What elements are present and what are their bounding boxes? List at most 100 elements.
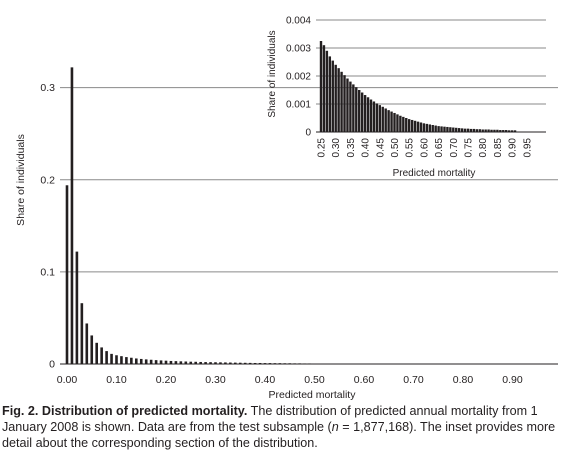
main-group: 00.10.20.30.00 0.10 0.20 0.30 0.40 0.50 0.60 0.… <box>15 67 558 400</box>
inset-bar <box>375 103 379 132</box>
inset-bar <box>390 111 393 132</box>
inset-bar <box>443 126 446 132</box>
main-x-tick-label: 0.90 <box>502 374 523 386</box>
inset-x-tick-label: 0.55 <box>405 138 416 158</box>
inset-x-tick-label: 0.25 <box>317 138 328 158</box>
main-x-tick-label: 0.50 <box>304 374 325 386</box>
main-x-tick-label: 0.80 <box>453 374 474 386</box>
inset-bar <box>484 129 487 132</box>
inset-bar <box>416 121 420 132</box>
inset-bar <box>455 127 458 132</box>
main-bar <box>189 361 193 364</box>
inset-x-tick-label: 0.30 <box>331 138 342 158</box>
inset-bar <box>502 130 505 132</box>
inset-bar <box>431 125 434 132</box>
caption-n-symbol: n <box>331 420 339 434</box>
main-bar <box>283 363 287 364</box>
inset-bar <box>384 108 387 132</box>
main-bar <box>243 362 247 364</box>
inset-x-tick-label: 0.45 <box>375 138 386 158</box>
inset-bar <box>331 60 334 132</box>
inset-bar <box>513 130 517 132</box>
main-bar <box>65 185 69 364</box>
main-x-tick-label: 0.20 <box>156 374 177 386</box>
inset-bar <box>352 84 355 132</box>
inset-x-axis-title: Predicted mortality <box>393 168 476 179</box>
main-bar <box>105 351 108 364</box>
inset-bar <box>505 130 508 132</box>
caption-text-2: = 1,877,168). The inset provides more de… <box>2 420 556 450</box>
inset-bar <box>369 99 373 132</box>
main-bar <box>234 362 237 364</box>
inset-bar <box>349 81 352 132</box>
main-bar <box>273 363 277 364</box>
main-bar <box>229 362 232 364</box>
inset-bar <box>478 129 481 132</box>
inset-bar <box>496 129 499 132</box>
inset-bar <box>434 125 437 132</box>
main-bar <box>308 363 311 364</box>
main-x-axis-title: Predicted mortality <box>269 389 357 400</box>
main-y-tick-label: 0 <box>49 359 55 371</box>
main-bar <box>149 359 153 364</box>
main-x-tick-label: 0.70 <box>403 374 424 386</box>
main-bar <box>248 362 252 364</box>
inset-bar <box>463 128 467 132</box>
main-bar <box>90 335 94 364</box>
main-bar <box>194 361 197 364</box>
main-x-tick-label: 0.10 <box>106 374 127 386</box>
inset-bar <box>360 92 364 132</box>
inset-x-tick-label: 0.85 <box>493 138 504 158</box>
inset-bar <box>319 41 323 132</box>
inset-bar <box>481 129 484 132</box>
inset-bar <box>402 116 405 132</box>
main-bar <box>110 353 113 364</box>
inset-bar <box>381 106 384 132</box>
inset-bar <box>343 75 346 132</box>
main-bar <box>135 358 138 364</box>
inset-bar <box>334 64 337 132</box>
inset-y-tick-label: 0.001 <box>286 100 311 111</box>
main-bar <box>258 362 262 364</box>
main-bar <box>303 363 306 364</box>
main-bar <box>179 361 183 364</box>
inset-bar <box>396 114 399 132</box>
inset-bar <box>410 119 414 132</box>
inset-bar <box>372 101 376 132</box>
inset-bar <box>510 130 514 132</box>
main-bar <box>263 363 267 364</box>
inset-bar <box>328 56 332 132</box>
inset-x-tick-label: 0.95 <box>522 138 533 158</box>
inset-bar <box>378 105 381 132</box>
inset-bar <box>322 45 326 133</box>
inset-bar <box>466 128 470 132</box>
inset-x-tick-label: 0.65 <box>434 138 445 158</box>
inset-y-axis-title: Share of individuals <box>267 30 278 117</box>
inset-bar <box>419 122 423 132</box>
inset-bar <box>358 90 361 132</box>
main-bar <box>184 361 188 364</box>
inset-bar <box>440 126 443 132</box>
main-bar <box>214 362 217 364</box>
main-x-tick-label: 0.60 <box>354 374 375 386</box>
main-bar <box>204 362 207 364</box>
inset-bar <box>405 118 408 132</box>
main-y-tick-label: 0.1 <box>40 266 55 278</box>
inset-bar <box>387 110 390 132</box>
inset-bar <box>337 68 340 132</box>
main-y-tick-label: 0.3 <box>40 82 55 94</box>
inset-x-tick-label: 0.90 <box>508 138 519 158</box>
main-y-axis-title: Share of individuals <box>15 134 27 226</box>
main-bar <box>238 362 242 364</box>
main-bar <box>115 355 118 364</box>
inset-bar <box>469 128 473 132</box>
inset-bar <box>422 123 426 132</box>
inset-x-tick-label: 0.60 <box>419 138 430 158</box>
inset-bar <box>493 129 496 132</box>
inset-bar <box>428 124 431 132</box>
inset-bar <box>475 129 479 132</box>
inset-y-tick-label: 0.003 <box>286 44 311 55</box>
main-x-tick-label: 0.40 <box>255 374 276 386</box>
main-y-tick-label: 0.2 <box>40 174 55 186</box>
inset-x-tick-label: 0.35 <box>346 138 357 158</box>
